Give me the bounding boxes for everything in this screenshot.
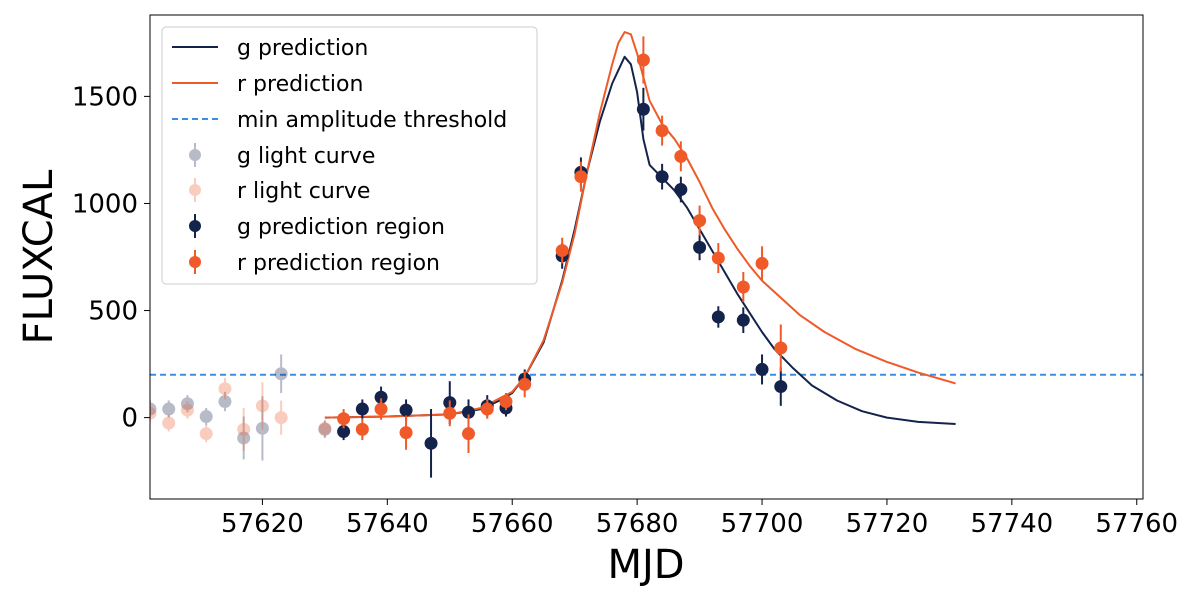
g-light-curve-series [150, 354, 332, 461]
g-region-point [655, 163, 669, 190]
legend-g-light-curve-swatch [189, 143, 201, 167]
g-region-point [711, 306, 725, 328]
legend-g-prediction-label: g prediction [237, 36, 368, 61]
y-tick-label: 500 [88, 297, 138, 327]
r-light-curve-point [162, 414, 176, 432]
r-region-point [443, 400, 457, 427]
g-light-curve-point [318, 420, 332, 438]
legend-g-light-curve-label: g light curve [237, 144, 375, 169]
x-tick-label: 57760 [1095, 509, 1178, 539]
g-light-curve-point [162, 400, 176, 418]
r-region-point [399, 415, 413, 450]
r-region-point [755, 246, 769, 281]
r-light-curve-point [218, 378, 232, 400]
x-tick-label: 57620 [221, 509, 304, 539]
g-light-curve-point [199, 407, 213, 426]
g-light-curve-point [180, 395, 194, 413]
plot-area [150, 31, 1143, 478]
legend-r-light-curve-swatch [189, 178, 201, 202]
legend-threshold-label: min amplitude threshold [237, 108, 507, 133]
x-axis: 57620 57640 57660 57680 57700 57720 57740 57760 [221, 499, 1178, 539]
r-light-curve-point [318, 419, 332, 437]
r-region-point [655, 115, 669, 146]
g-region-point [636, 87, 650, 131]
g-region-point [693, 234, 707, 261]
r-region-point [355, 418, 369, 441]
r-region-point [555, 237, 569, 264]
g-region-point [674, 176, 688, 203]
legend-r-prediction-label: r prediction [237, 72, 363, 97]
r-light-curve-point [199, 425, 213, 443]
r-region-point [636, 36, 650, 84]
x-tick-label: 57700 [721, 509, 804, 539]
g-light-curve-point [255, 396, 269, 461]
r-light-curve-point [237, 407, 251, 451]
x-axis-title: MJD [607, 542, 684, 588]
g-light-curve-point [150, 400, 157, 418]
legend: g prediction r prediction min amplitude … [161, 26, 538, 285]
r-region-point [374, 398, 388, 420]
r-region-point [574, 161, 588, 192]
legend-g-region-label: g prediction region [237, 215, 445, 240]
r-light-curve-point [274, 400, 288, 435]
r-region-point [774, 324, 788, 372]
r-region-point [711, 243, 725, 274]
g-region-point [755, 354, 769, 385]
r-region-point [736, 271, 750, 302]
g-region-point [774, 367, 788, 406]
r-region-point [480, 399, 494, 419]
y-tick-label: 0 [121, 404, 138, 434]
r-light-curve-point [150, 404, 157, 422]
legend-g-region-swatch [189, 214, 201, 238]
y-axis-title: FLUXCAL [16, 169, 62, 344]
g-light-curve-point [237, 416, 251, 460]
g-light-curve-point [218, 391, 232, 412]
r-region-point [337, 409, 351, 429]
legend-r-region-swatch [189, 250, 201, 274]
r-light-curve-series [150, 378, 332, 451]
y-tick-label: 1000 [72, 189, 138, 219]
x-tick-label: 57660 [471, 509, 554, 539]
r-region-series [337, 36, 788, 453]
x-tick-label: 57640 [346, 509, 429, 539]
r-region-point [462, 414, 476, 453]
y-tick-label: 1500 [72, 82, 138, 112]
r-light-curve-point [180, 401, 194, 419]
x-tick-label: 57680 [596, 509, 679, 539]
g-region-point [736, 307, 750, 334]
r-region-point [693, 205, 707, 236]
x-tick-label: 57740 [970, 509, 1053, 539]
y-axis: 0 500 1000 1500 [72, 82, 150, 434]
r-light-curve-point [255, 382, 269, 430]
g-region-point [355, 399, 369, 419]
plot-frame [149, 14, 1144, 500]
r-region-point [518, 371, 532, 398]
legend-r-region-label: r prediction region [237, 251, 440, 276]
legend-box [161, 26, 538, 285]
r-region-point [499, 392, 513, 411]
r-region-point [674, 141, 688, 172]
x-tick-label: 57720 [846, 509, 929, 539]
g-region-point [424, 409, 438, 478]
legend-r-light-curve-label: r light curve [237, 179, 370, 204]
g-light-curve-point [274, 354, 288, 393]
